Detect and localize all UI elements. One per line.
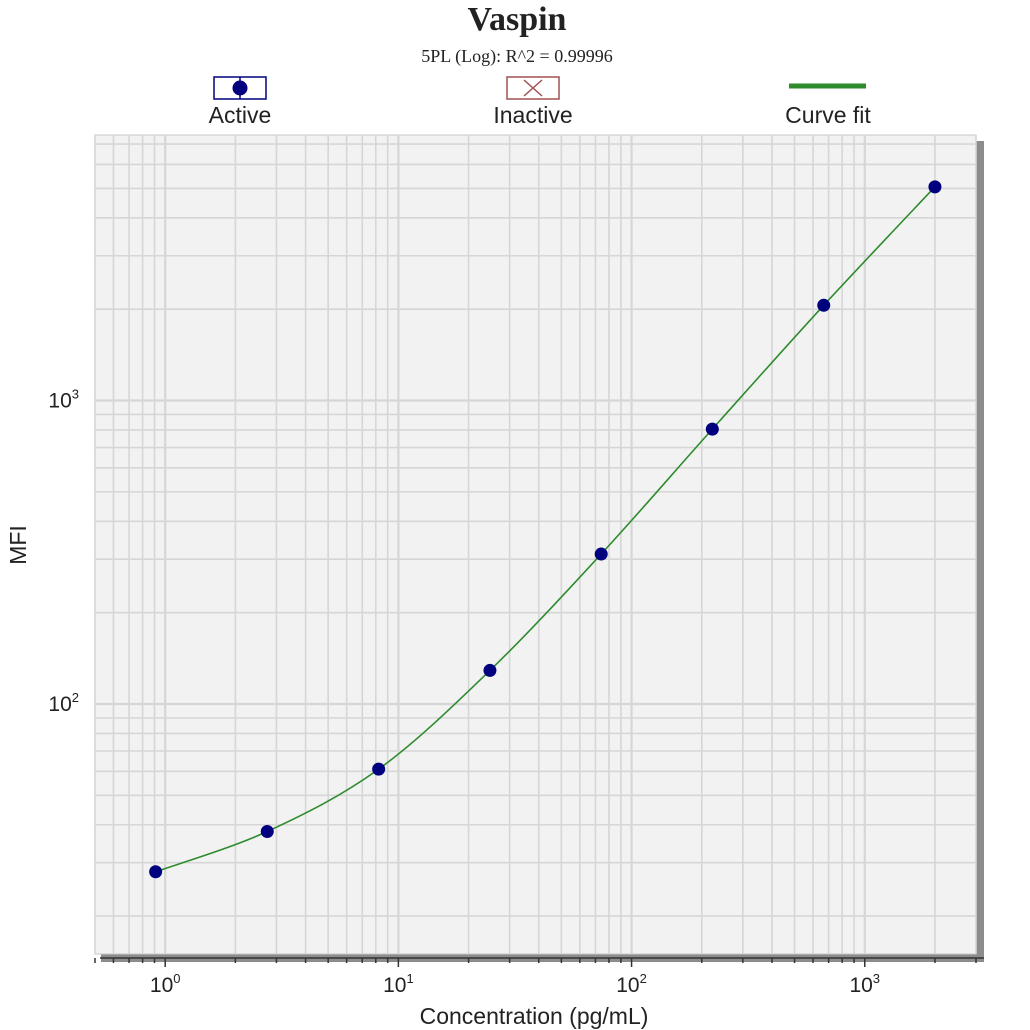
grid	[94, 135, 977, 954]
legend-label-active: Active	[209, 102, 272, 128]
y-tick-label: 103	[48, 387, 79, 413]
legend: Active Inactive Curve fit	[209, 76, 871, 128]
chart-title: Vaspin	[468, 1, 567, 38]
x-tick-label: 101	[383, 971, 414, 997]
y-tick-label: 102	[48, 690, 79, 716]
data-point	[928, 180, 942, 194]
plot-area	[94, 134, 977, 955]
x-axis-label: Concentration (pg/mL)	[420, 1003, 649, 1029]
data-point	[149, 865, 163, 879]
chart-subtitle: 5PL (Log): R^2 = 0.99996	[421, 46, 612, 67]
data-point	[705, 422, 719, 436]
data-point	[594, 547, 608, 561]
x-tick-label: 100	[150, 971, 181, 997]
y-axis-label: MFI	[5, 525, 31, 565]
curve-fit-line	[155, 186, 936, 873]
data-point	[817, 298, 831, 312]
legend-marker-active-dot	[232, 80, 248, 96]
x-axis-ticks: 100 101 102 103	[94, 958, 977, 997]
legend-item-curve-fit: Curve fit	[785, 83, 871, 128]
data-point	[372, 762, 386, 776]
y-axis-ticks: 102 103	[48, 387, 79, 716]
x-tick-label: 102	[616, 971, 647, 997]
data-point	[260, 824, 274, 838]
legend-label-curve-fit: Curve fit	[785, 102, 871, 128]
legend-item-inactive: Inactive	[493, 76, 573, 128]
legend-label-inactive: Inactive	[493, 102, 572, 128]
legend-marker-inactive-x2	[523, 79, 543, 97]
x-tick-label: 103	[849, 971, 880, 997]
data-point	[483, 663, 497, 677]
legend-item-active: Active	[209, 76, 272, 128]
data-points	[149, 180, 942, 879]
